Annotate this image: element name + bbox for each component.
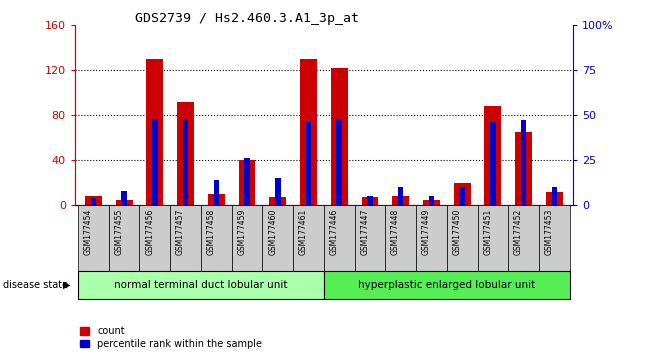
Bar bbox=[539, 205, 570, 271]
Bar bbox=[214, 180, 219, 205]
Bar bbox=[393, 196, 409, 205]
Text: ▶: ▶ bbox=[62, 280, 70, 290]
Bar bbox=[515, 132, 532, 205]
Text: GSM177450: GSM177450 bbox=[452, 209, 462, 255]
Bar bbox=[208, 194, 225, 205]
Text: GSM177459: GSM177459 bbox=[238, 209, 246, 255]
Bar bbox=[337, 119, 342, 205]
Bar bbox=[306, 122, 311, 205]
Bar bbox=[270, 198, 286, 205]
Bar bbox=[331, 68, 348, 205]
Bar bbox=[78, 271, 324, 299]
Text: GSM177451: GSM177451 bbox=[483, 209, 492, 255]
Bar bbox=[460, 187, 465, 205]
Bar bbox=[152, 119, 158, 205]
Text: hyperplastic enlarged lobular unit: hyperplastic enlarged lobular unit bbox=[358, 280, 536, 290]
Bar bbox=[416, 205, 447, 271]
Bar bbox=[490, 122, 495, 205]
Text: GSM177461: GSM177461 bbox=[299, 209, 308, 255]
Bar bbox=[109, 205, 139, 271]
Bar bbox=[262, 205, 293, 271]
Bar bbox=[521, 120, 527, 205]
Text: GSM177452: GSM177452 bbox=[514, 209, 523, 255]
Bar bbox=[546, 192, 563, 205]
Bar bbox=[324, 271, 570, 299]
Bar bbox=[170, 205, 201, 271]
Bar bbox=[324, 205, 355, 271]
Bar bbox=[85, 196, 102, 205]
Bar bbox=[355, 205, 385, 271]
Bar bbox=[429, 196, 434, 205]
Bar bbox=[385, 205, 416, 271]
Bar bbox=[201, 205, 232, 271]
Bar bbox=[367, 196, 373, 205]
Text: GSM177456: GSM177456 bbox=[145, 209, 154, 255]
Text: GSM177453: GSM177453 bbox=[545, 209, 554, 255]
Bar bbox=[454, 183, 471, 205]
Bar bbox=[508, 205, 539, 271]
Text: GSM177458: GSM177458 bbox=[206, 209, 215, 255]
Text: GSM177454: GSM177454 bbox=[84, 209, 92, 255]
Text: normal terminal duct lobular unit: normal terminal duct lobular unit bbox=[114, 280, 288, 290]
Bar bbox=[300, 59, 317, 205]
Bar bbox=[146, 59, 163, 205]
Text: GSM177446: GSM177446 bbox=[329, 209, 339, 255]
Bar bbox=[361, 198, 378, 205]
Bar bbox=[551, 187, 557, 205]
Bar bbox=[484, 106, 501, 205]
Bar bbox=[478, 205, 508, 271]
Bar bbox=[423, 200, 440, 205]
Bar bbox=[139, 205, 170, 271]
Text: disease state: disease state bbox=[3, 280, 68, 290]
Bar bbox=[398, 187, 404, 205]
Bar bbox=[447, 205, 478, 271]
Text: GSM177455: GSM177455 bbox=[115, 209, 124, 255]
Bar bbox=[177, 102, 194, 205]
Text: GSM177460: GSM177460 bbox=[268, 209, 277, 255]
Bar bbox=[244, 158, 250, 205]
Bar bbox=[116, 200, 133, 205]
Bar bbox=[238, 160, 255, 205]
Bar bbox=[293, 205, 324, 271]
Bar bbox=[121, 191, 127, 205]
Text: GSM177448: GSM177448 bbox=[391, 209, 400, 255]
Bar bbox=[183, 119, 188, 205]
Text: GSM177449: GSM177449 bbox=[422, 209, 431, 255]
Legend: count, percentile rank within the sample: count, percentile rank within the sample bbox=[79, 326, 262, 349]
Bar bbox=[232, 205, 262, 271]
Bar bbox=[78, 205, 109, 271]
Bar bbox=[275, 178, 281, 205]
Text: GSM177457: GSM177457 bbox=[176, 209, 185, 255]
Text: GSM177447: GSM177447 bbox=[361, 209, 369, 255]
Bar bbox=[90, 198, 96, 205]
Text: GDS2739 / Hs2.460.3.A1_3p_at: GDS2739 / Hs2.460.3.A1_3p_at bbox=[135, 12, 359, 25]
